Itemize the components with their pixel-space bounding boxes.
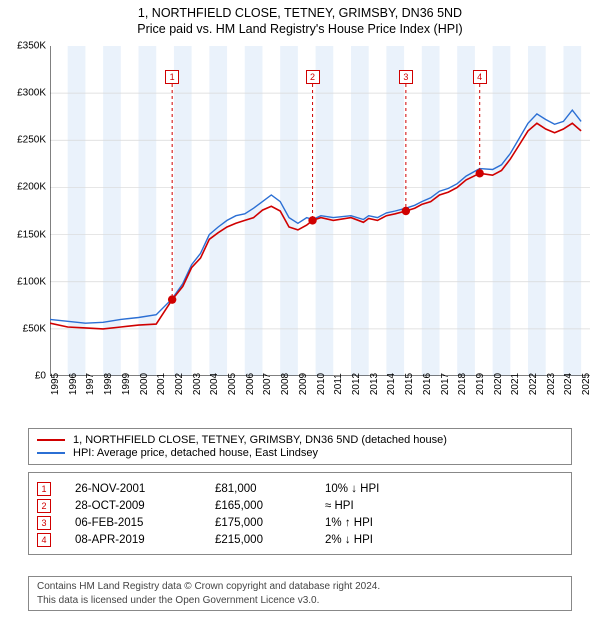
x-tick-label: 2008 bbox=[280, 373, 291, 395]
x-tick-label: 2003 bbox=[192, 373, 203, 395]
x-tick-label: 1999 bbox=[121, 373, 132, 395]
sale-marker-box: 1 bbox=[37, 482, 51, 496]
y-tick-label: £200K bbox=[17, 182, 46, 193]
sales-row: 2 28-OCT-2009£165,000≈ HPI bbox=[37, 499, 563, 513]
x-tick-label: 2019 bbox=[475, 373, 486, 395]
x-tick-label: 2010 bbox=[316, 373, 327, 395]
y-axis: £0£50K£100K£150K£200K£250K£300K£350K bbox=[4, 46, 48, 376]
sale-marker-box: 1 bbox=[165, 70, 179, 84]
sales-row: 4 08-APR-2019£215,0002% ↓ HPI bbox=[37, 533, 563, 547]
y-tick-label: £0 bbox=[35, 371, 46, 382]
x-tick-label: 2020 bbox=[493, 373, 504, 395]
x-tick-label: 2012 bbox=[351, 373, 362, 395]
title-address: 1, NORTHFIELD CLOSE, TETNEY, GRIMSBY, DN… bbox=[0, 6, 600, 20]
legend-label: HPI: Average price, detached house, East… bbox=[73, 447, 318, 459]
legend-label: 1, NORTHFIELD CLOSE, TETNEY, GRIMSBY, DN… bbox=[73, 434, 447, 446]
x-tick-label: 2024 bbox=[563, 373, 574, 395]
x-tick-label: 2005 bbox=[227, 373, 238, 395]
x-tick-label: 2021 bbox=[510, 373, 521, 395]
sale-date: 26-NOV-2001 bbox=[75, 483, 215, 495]
legend-swatch bbox=[37, 452, 65, 454]
sale-marker-box: 2 bbox=[306, 70, 320, 84]
sale-hpi-delta: 10% ↓ HPI bbox=[325, 483, 563, 495]
sales-row: 3 06-FEB-2015£175,0001% ↑ HPI bbox=[37, 516, 563, 530]
x-tick-label: 2002 bbox=[174, 373, 185, 395]
titles: 1, NORTHFIELD CLOSE, TETNEY, GRIMSBY, DN… bbox=[0, 0, 600, 36]
sales-row: 1 26-NOV-2001£81,00010% ↓ HPI bbox=[37, 482, 563, 496]
x-tick-label: 2004 bbox=[209, 373, 220, 395]
sale-date: 08-APR-2019 bbox=[75, 534, 215, 546]
sales-table: 1 26-NOV-2001£81,00010% ↓ HPI 2 28-OCT-2009… bbox=[28, 472, 572, 555]
x-tick-label: 2015 bbox=[404, 373, 415, 395]
y-tick-label: £50K bbox=[23, 323, 46, 334]
legend-item: HPI: Average price, detached house, East… bbox=[37, 447, 563, 459]
sale-marker-box: 4 bbox=[473, 70, 487, 84]
y-tick-label: £350K bbox=[17, 41, 46, 52]
y-tick-label: £300K bbox=[17, 88, 46, 99]
sale-price: £165,000 bbox=[215, 500, 325, 512]
chart-area: 1 2 3 4 bbox=[50, 46, 590, 376]
sale-marker-box: 2 bbox=[37, 499, 51, 513]
sale-date: 06-FEB-2015 bbox=[75, 517, 215, 529]
sale-date: 28-OCT-2009 bbox=[75, 500, 215, 512]
x-tick-label: 2011 bbox=[333, 373, 344, 395]
x-tick-label: 2025 bbox=[581, 373, 592, 395]
sale-marker-box: 3 bbox=[37, 516, 51, 530]
sale-hpi-delta: ≈ HPI bbox=[325, 500, 563, 512]
title-subtitle: Price paid vs. HM Land Registry's House … bbox=[0, 22, 600, 36]
x-tick-label: 2009 bbox=[298, 373, 309, 395]
sale-hpi-delta: 2% ↓ HPI bbox=[325, 534, 563, 546]
x-tick-label: 1996 bbox=[68, 373, 79, 395]
sale-marker-box: 3 bbox=[399, 70, 413, 84]
x-tick-label: 2017 bbox=[440, 373, 451, 395]
sale-price: £215,000 bbox=[215, 534, 325, 546]
x-tick-label: 2018 bbox=[457, 373, 468, 395]
x-tick-label: 2014 bbox=[386, 373, 397, 395]
x-tick-label: 2001 bbox=[156, 373, 167, 395]
x-tick-label: 2000 bbox=[139, 373, 150, 395]
y-tick-label: £250K bbox=[17, 135, 46, 146]
chart-svg bbox=[50, 46, 590, 376]
x-tick-label: 2023 bbox=[546, 373, 557, 395]
sale-hpi-delta: 1% ↑ HPI bbox=[325, 517, 563, 529]
x-tick-label: 1995 bbox=[50, 373, 61, 395]
x-axis: 1995199619971998199920002001200220032004… bbox=[50, 378, 590, 426]
x-tick-label: 2013 bbox=[369, 373, 380, 395]
sale-price: £81,000 bbox=[215, 483, 325, 495]
x-tick-label: 2007 bbox=[262, 373, 273, 395]
legend: 1, NORTHFIELD CLOSE, TETNEY, GRIMSBY, DN… bbox=[28, 428, 572, 465]
y-tick-label: £100K bbox=[17, 276, 46, 287]
sale-price: £175,000 bbox=[215, 517, 325, 529]
x-tick-label: 2022 bbox=[528, 373, 539, 395]
chart-container: 1, NORTHFIELD CLOSE, TETNEY, GRIMSBY, DN… bbox=[0, 0, 600, 620]
x-tick-label: 2006 bbox=[245, 373, 256, 395]
footer-line: Contains HM Land Registry data © Crown c… bbox=[37, 580, 563, 594]
x-tick-label: 2016 bbox=[422, 373, 433, 395]
footer: Contains HM Land Registry data © Crown c… bbox=[28, 576, 572, 611]
legend-swatch bbox=[37, 439, 65, 441]
x-tick-label: 1998 bbox=[103, 373, 114, 395]
y-tick-label: £150K bbox=[17, 229, 46, 240]
sale-marker-box: 4 bbox=[37, 533, 51, 547]
footer-line: This data is licensed under the Open Gov… bbox=[37, 594, 563, 608]
x-tick-label: 1997 bbox=[85, 373, 96, 395]
legend-item: 1, NORTHFIELD CLOSE, TETNEY, GRIMSBY, DN… bbox=[37, 434, 563, 446]
